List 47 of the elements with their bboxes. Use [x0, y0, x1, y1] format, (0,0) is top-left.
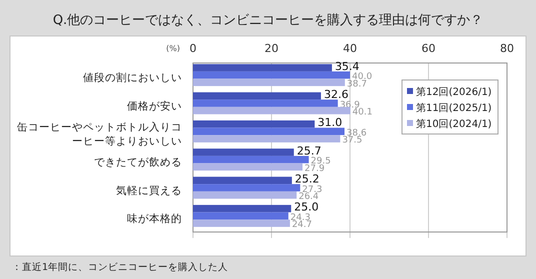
bar [193, 184, 300, 192]
data-label: 38.7 [346, 79, 367, 90]
bar [193, 163, 303, 171]
bar [193, 220, 290, 227]
bar [193, 135, 340, 142]
bar [193, 204, 292, 212]
y-tick-label: 値段の割においしい [83, 71, 182, 84]
bar [193, 156, 309, 164]
x-tick-label: 20 [264, 42, 278, 55]
bar [193, 212, 288, 220]
bar [193, 176, 292, 184]
y-tick-label: 価格が安い [127, 99, 182, 112]
bar [193, 128, 345, 136]
x-tick-label: 60 [422, 42, 436, 55]
legend-label: 第10回(2024/1) [416, 118, 492, 130]
x-tick-label: 80 [500, 42, 514, 55]
bar [193, 64, 332, 72]
x-tick-label: 0 [190, 42, 196, 55]
data-label: 24.7 [292, 220, 312, 230]
text: ：直近1年間に、コンビニコーヒーを購入した人 [12, 261, 228, 273]
y-tick-label: 気軽に買える [116, 184, 182, 197]
data-label: 25.7 [296, 144, 322, 158]
data-label: 32.6 [324, 88, 348, 101]
bar [193, 71, 350, 79]
data-label: 37.5 [342, 136, 362, 146]
data-label: 25.0 [294, 200, 319, 214]
chart-title: Q.他のコーヒーではなく、コンビニコーヒーを購入する理由は何ですか？ [52, 13, 484, 28]
data-label: 25.2 [294, 172, 320, 186]
data-label: 31.0 [318, 116, 342, 130]
data-label: 35.4 [334, 60, 360, 73]
legend-label: 第11回(2025/1) [416, 102, 492, 114]
bar [193, 106, 350, 114]
bar [193, 191, 297, 199]
bar [193, 148, 294, 156]
y-tick-label: 缶コーヒーやペットボトル入りコーヒー等よりおいしい [17, 120, 182, 148]
x-tick-label: 40 [343, 42, 357, 55]
y-tick-label: 味が本格的 [127, 212, 182, 225]
bar [193, 100, 338, 107]
bar [193, 78, 345, 86]
data-label: 40.1 [352, 108, 372, 118]
x-axis-title: (%) [166, 44, 180, 53]
bar [193, 92, 321, 100]
bar [193, 120, 315, 128]
data-label: 26.4 [298, 192, 319, 202]
legend-label: 第12回(2026/1) [416, 86, 492, 98]
y-tick-label: できたてが飲める [94, 156, 182, 169]
data-label: 27.9 [304, 164, 325, 174]
